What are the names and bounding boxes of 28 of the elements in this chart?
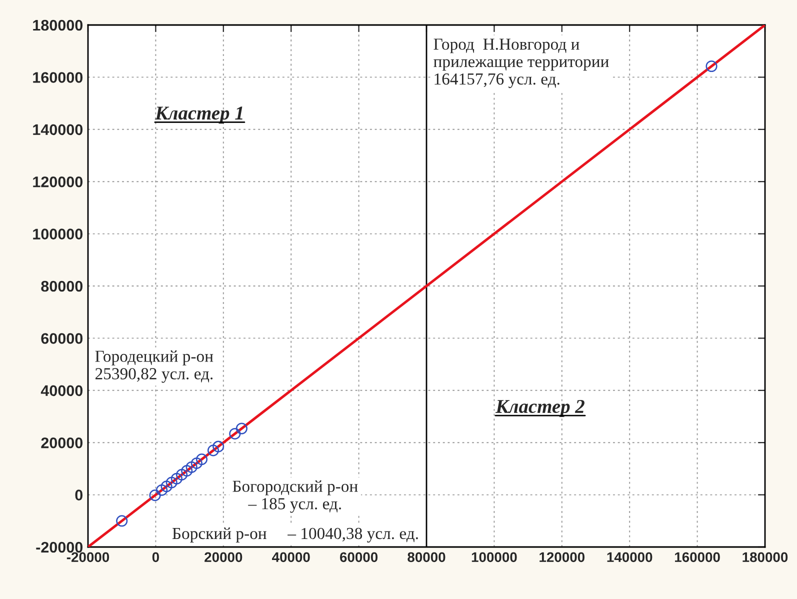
x-tick-label: 120000 bbox=[540, 552, 585, 562]
x-tick-label: -20000 bbox=[66, 552, 110, 562]
y-tick-label: 60000 bbox=[41, 333, 83, 344]
x-tick-label: 180000 bbox=[742, 552, 788, 562]
x-tick-label: 40000 bbox=[272, 552, 310, 562]
annotation: Кластер 1 bbox=[154, 106, 242, 124]
y-tick-label: 160000 bbox=[33, 72, 83, 83]
x-tick-label: 20000 bbox=[204, 552, 242, 562]
y-tick-label: 0 bbox=[75, 490, 83, 500]
y-tick-label: -20000 bbox=[36, 542, 83, 553]
annotation: Кластер 2 bbox=[495, 400, 584, 417]
annotation: Городецкий р-он 25390,82 усл. ед. bbox=[95, 350, 214, 383]
x-tick-label: 140000 bbox=[607, 552, 652, 562]
x-tick-label: 0 bbox=[152, 552, 159, 562]
annotation: Богородский р-он – 185 усл. ед. bbox=[232, 480, 358, 513]
x-tick-label: 60000 bbox=[340, 552, 378, 562]
annotation: Город Н.Новгород и прилежащие территории 164157,76 усл. ед. bbox=[434, 38, 609, 88]
annotation: Борский р-он – 10040,38 усл. ед. bbox=[172, 528, 418, 543]
y-tick-label: 100000 bbox=[33, 228, 83, 240]
x-tick-label: 100000 bbox=[472, 552, 517, 562]
y-tick-label: 40000 bbox=[40, 385, 83, 396]
x-tick-label: 160000 bbox=[675, 552, 720, 562]
y-tick-label: 20000 bbox=[41, 437, 83, 448]
y-tick-label: 180000 bbox=[33, 20, 83, 31]
y-tick-label: 120000 bbox=[33, 176, 83, 188]
y-tick-label: 140000 bbox=[33, 124, 83, 136]
y-tick-label: 80000 bbox=[41, 280, 83, 292]
x-tick-label: 80000 bbox=[408, 552, 446, 562]
